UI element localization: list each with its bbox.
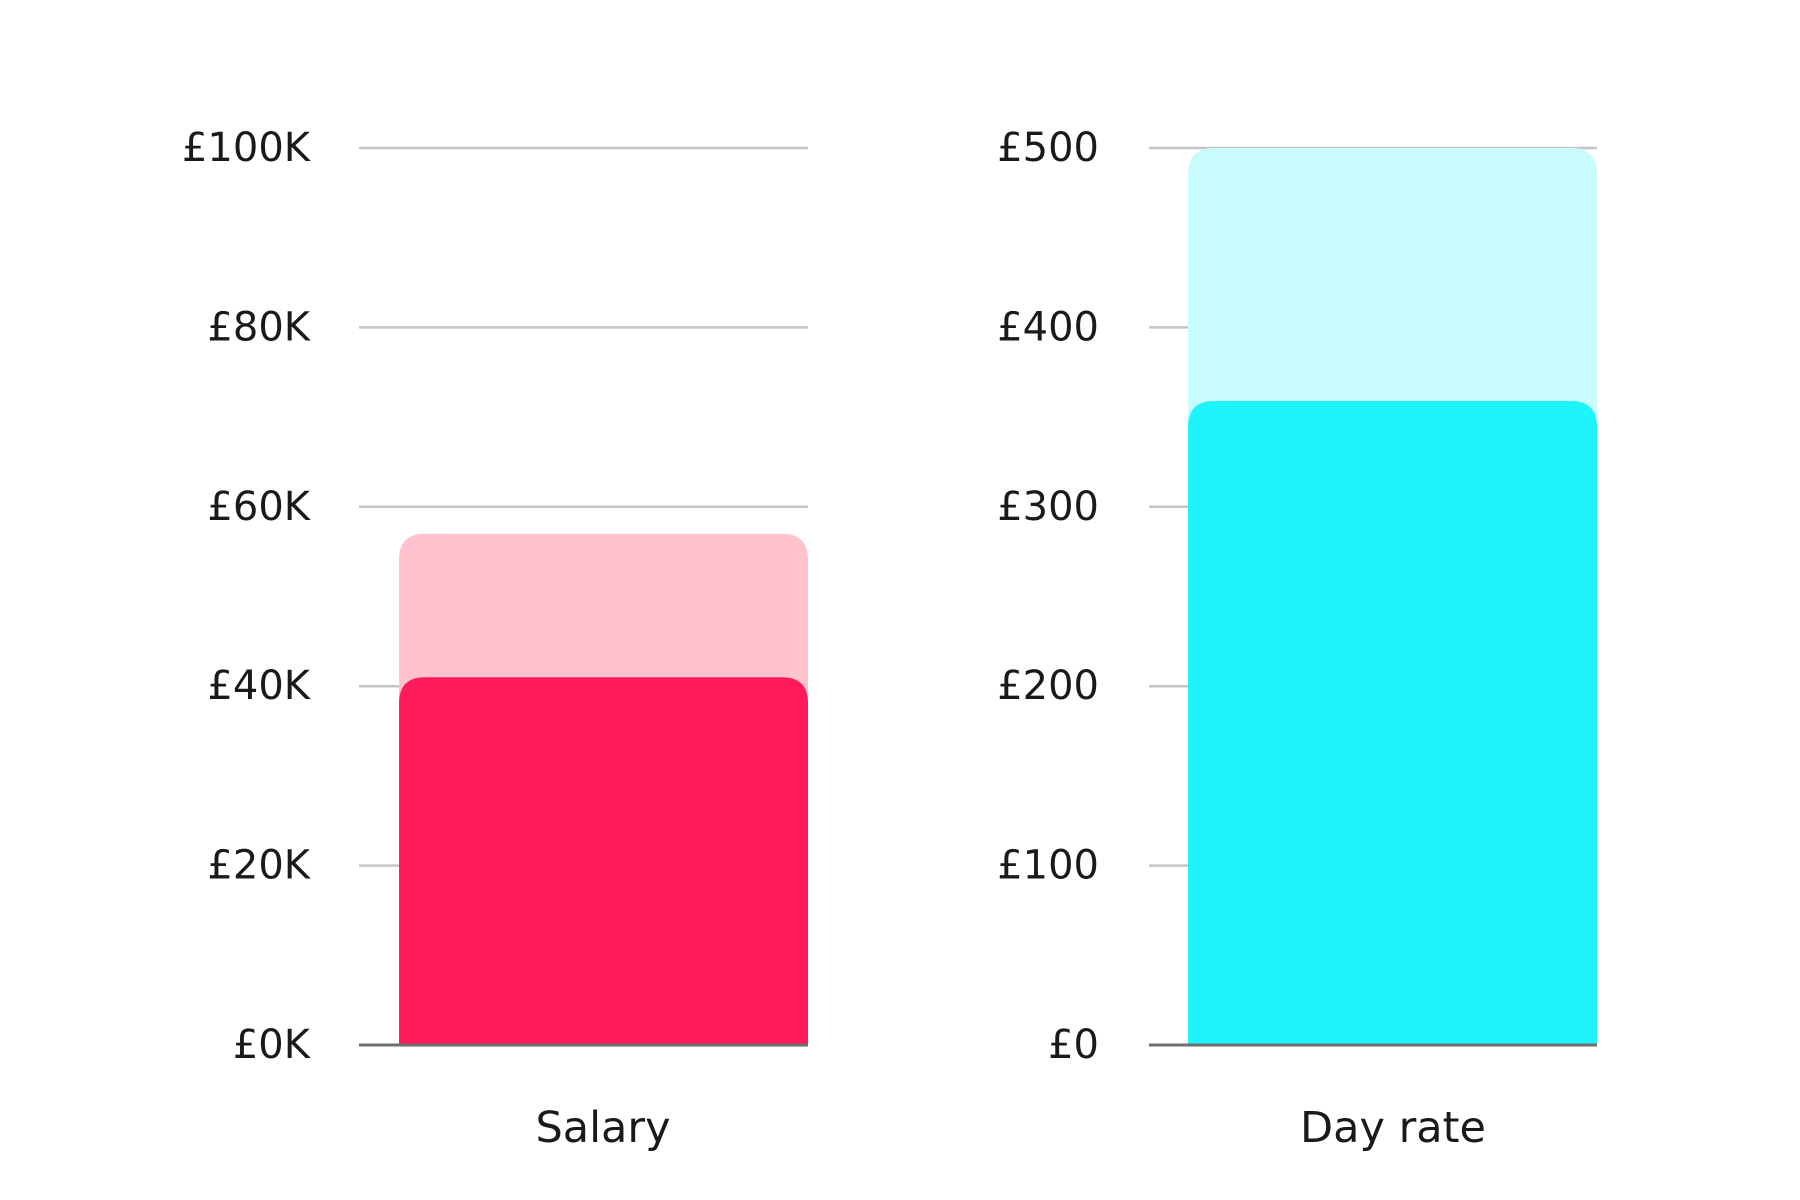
y-tick-label: £400	[997, 304, 1099, 350]
y-tick-label: £20K	[207, 843, 311, 889]
category-label: Salary	[535, 1103, 670, 1153]
y-tick-label: £300	[997, 484, 1099, 530]
y-tick-label: £80K	[207, 304, 311, 350]
y-tick-label: £0K	[233, 1022, 312, 1068]
bar-foreground	[1188, 400, 1597, 1046]
category-label: Day rate	[1300, 1103, 1486, 1153]
y-tick-label: £60K	[207, 484, 311, 530]
y-tick-label: £100	[997, 843, 1099, 889]
y-tick-label: £40K	[207, 663, 311, 709]
y-tick-label: £100K	[182, 125, 312, 171]
chart-panel-1: £0K £20K £40K £60K £80K £100K Salary	[182, 125, 808, 1153]
y-tick-label: £200	[997, 663, 1099, 709]
y-tick-label: £0	[1048, 1022, 1099, 1068]
bar-foreground	[399, 677, 808, 1045]
chart-panel-2: £0 £100 £200 £300 £400 £500 Day rate	[997, 125, 1597, 1153]
y-tick-label: £500	[997, 125, 1099, 171]
